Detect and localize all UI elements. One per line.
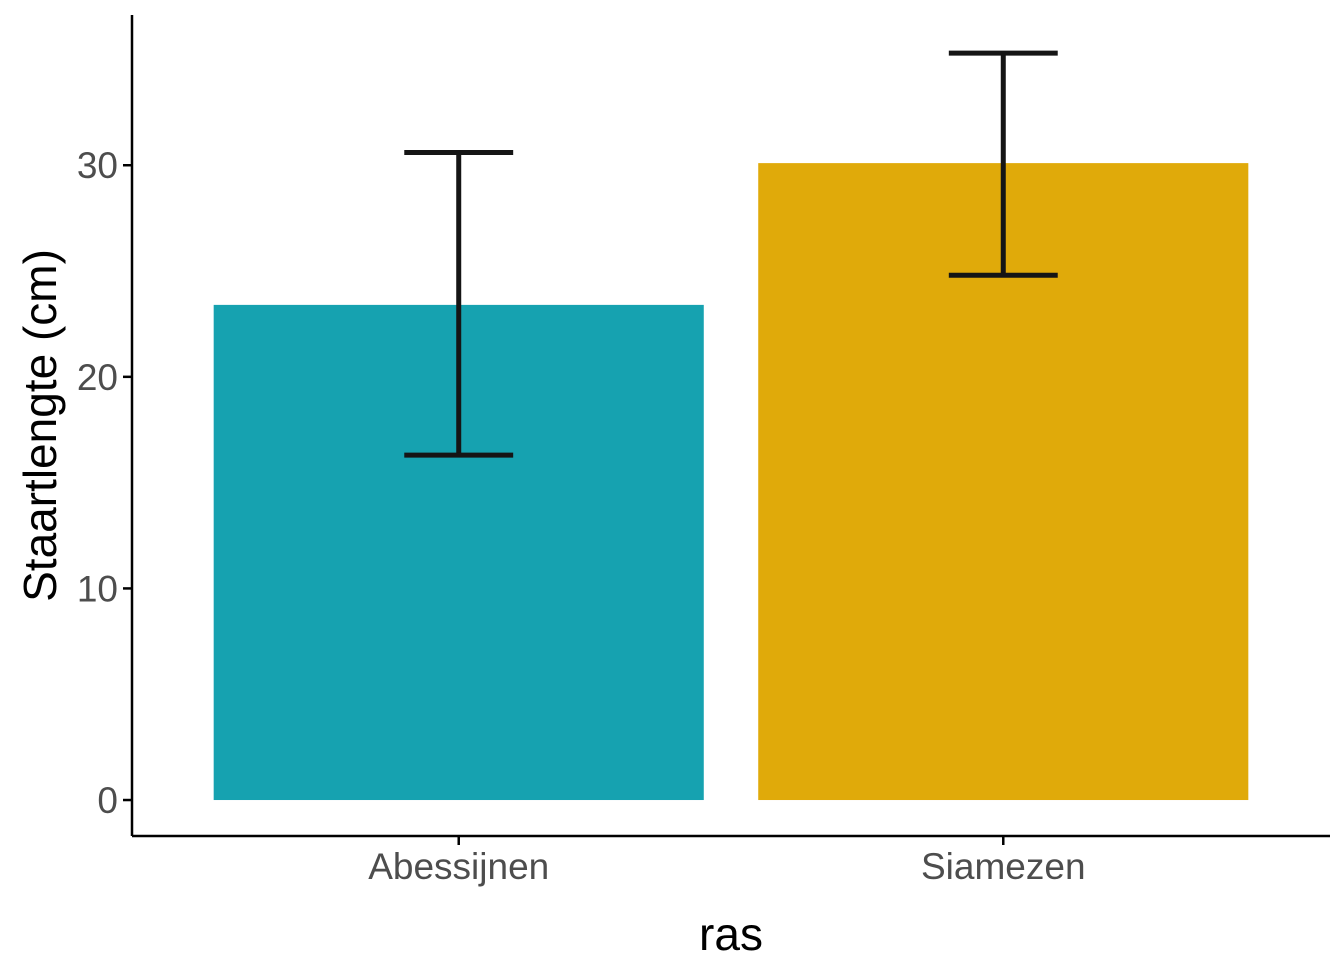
error-bar-siamezen <box>948 50 1058 278</box>
y-ticks: 0 10 20 30 <box>77 145 132 821</box>
error-bars-layer <box>404 50 1058 458</box>
y-axis-title: Staartlengte (cm) <box>14 249 66 602</box>
x-axis-title: ras <box>699 908 763 960</box>
x-ticks: Abessijnen Siamezen <box>368 836 1086 887</box>
axes-layer <box>130 15 1330 838</box>
error-bar-abessijnen <box>404 150 514 458</box>
y-tick-label: 0 <box>97 780 118 821</box>
x-tick-label: Abessijnen <box>368 846 549 887</box>
y-tick-label: 20 <box>77 357 118 398</box>
y-tick-label: 10 <box>77 568 118 609</box>
y-tick-label: 30 <box>77 145 118 186</box>
x-tick-label: Siamezen <box>921 846 1086 887</box>
bars-layer <box>213 163 1249 801</box>
